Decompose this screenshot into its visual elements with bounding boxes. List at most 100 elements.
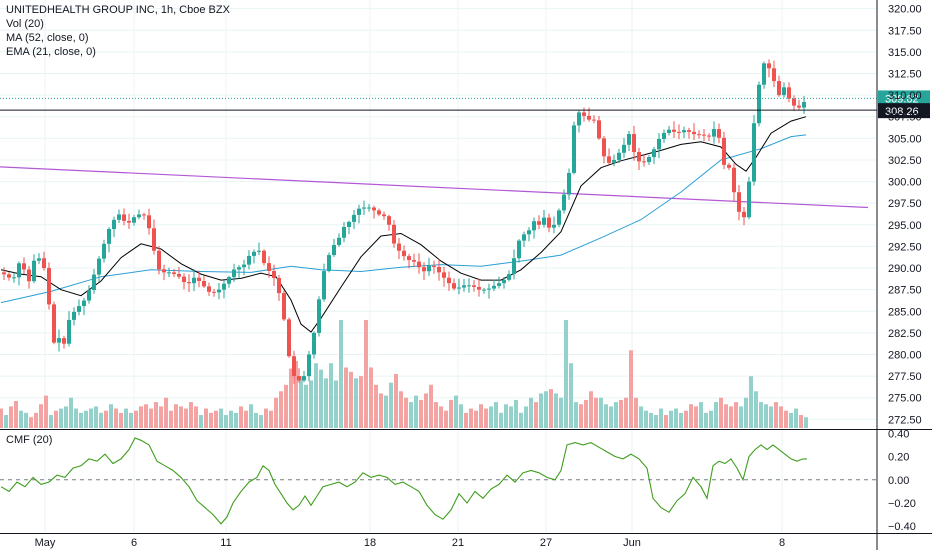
candle-body	[517, 240, 521, 259]
volume-bar	[549, 389, 553, 428]
volume-bar	[524, 406, 528, 428]
candle-body	[687, 130, 691, 132]
legend-ema[interactable]: EMA (21, close, 0)	[6, 46, 96, 58]
volume-bar	[539, 393, 543, 428]
candle-body	[102, 243, 106, 259]
volume-bar	[119, 412, 123, 428]
volume-bar	[414, 395, 418, 428]
volume-bar	[114, 408, 118, 428]
legend-ma[interactable]: MA (52, close, 0)	[6, 32, 89, 44]
candle-body	[292, 356, 296, 377]
candle-body	[197, 277, 201, 282]
volume-bar	[679, 412, 683, 428]
cmf-layer	[0, 437, 877, 525]
volume-bar	[499, 412, 503, 428]
price-tick-label: 312.50	[888, 68, 922, 80]
price-tick-label: 290.00	[888, 263, 922, 275]
candle-body	[617, 152, 621, 160]
cmf-tick-label: −0.20	[888, 498, 916, 510]
volume-bar	[584, 399, 588, 428]
candle-body	[72, 311, 76, 320]
candle-body	[252, 251, 256, 256]
volume-bar	[534, 402, 538, 428]
candle-body	[622, 144, 626, 153]
candle-body	[512, 258, 516, 275]
candle-body	[127, 220, 131, 223]
volume-bar	[349, 371, 353, 428]
candle-body	[602, 138, 606, 157]
price-tick-label: 302.50	[888, 155, 922, 167]
candle-body	[447, 277, 451, 284]
candle-body	[362, 207, 366, 209]
candle-body	[442, 272, 446, 278]
volume-bar	[689, 404, 693, 428]
volume-bar	[624, 397, 628, 428]
candle-body	[797, 105, 801, 108]
candle-body	[662, 132, 666, 139]
candle-body	[587, 115, 591, 120]
candle-body	[27, 269, 31, 282]
candle-body	[742, 211, 746, 218]
candle-body	[422, 267, 426, 272]
candle-body	[47, 268, 51, 305]
ema21-line	[0, 116, 807, 333]
candle-body	[757, 84, 761, 124]
cmf-legend[interactable]: CMF (20)	[6, 434, 53, 446]
candle-body	[147, 215, 151, 229]
volume-bar	[244, 410, 248, 428]
volume-bar	[749, 376, 753, 428]
candle-body	[397, 243, 401, 251]
candle-body	[287, 319, 291, 357]
volume-bar	[469, 408, 473, 428]
volume-bar	[364, 320, 368, 428]
candle-body	[732, 167, 736, 193]
volume-bar	[34, 412, 38, 428]
price-tick-label: 320.00	[888, 4, 922, 16]
volume-bar	[404, 397, 408, 428]
candle-body	[322, 271, 326, 300]
volume-bar	[154, 402, 158, 428]
candle-body	[77, 306, 81, 312]
date-tick-label: May	[35, 537, 56, 549]
candle-body	[377, 210, 381, 215]
candle-body	[272, 271, 276, 278]
volume-bar	[94, 406, 98, 428]
volume-bar	[79, 412, 83, 428]
date-tick-label: 18	[364, 537, 376, 549]
candle-body	[467, 285, 471, 287]
candle-body	[87, 290, 91, 301]
volume-bar	[9, 406, 13, 428]
candle-body	[297, 376, 301, 381]
volume-bar	[444, 410, 448, 428]
price-tick-label: 305.00	[888, 133, 922, 145]
candle-body	[142, 214, 146, 216]
candle-body	[567, 172, 571, 195]
volume-bar	[769, 406, 773, 428]
cmf-tick-label: −0.40	[888, 521, 916, 533]
candle-body	[357, 208, 361, 215]
candle-body	[182, 276, 186, 283]
volume-bar	[314, 363, 318, 428]
last-price-label: 309.62	[885, 93, 919, 105]
legend-volume[interactable]: Vol (20)	[6, 18, 44, 30]
horizontal-level-label: 308.26	[885, 106, 919, 118]
candle-body	[747, 181, 751, 218]
volume-bar	[394, 374, 398, 428]
price-tick-label: 307.50	[888, 112, 922, 124]
volume-bar	[289, 368, 293, 428]
volume-bar	[224, 415, 228, 428]
volume-bar	[489, 406, 493, 428]
candle-body	[187, 282, 191, 284]
price-tick-label: 292.50	[888, 241, 922, 253]
candle-body	[717, 129, 721, 138]
candle-body	[237, 267, 241, 270]
volume-bar	[434, 402, 438, 428]
volume-bar	[799, 415, 803, 428]
date-tick-label: 11	[220, 537, 231, 549]
volume-bar	[424, 393, 428, 428]
candle-body	[32, 260, 36, 282]
candle-body	[667, 129, 671, 133]
